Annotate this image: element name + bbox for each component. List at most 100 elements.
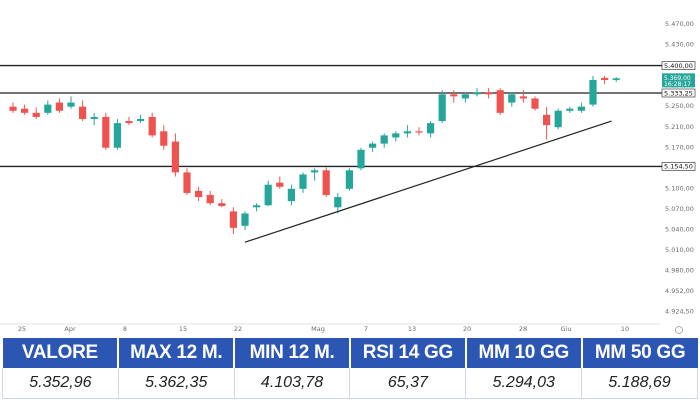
y-tick-label: 4.952,00 (665, 287, 694, 295)
value-max-12m: 5.362,35 (118, 368, 235, 399)
value-valore: 5.352,96 (2, 368, 119, 399)
x-tick-label: Mag (311, 325, 325, 333)
value-mm-10gg: 5.294,03 (465, 368, 583, 399)
y-tick-label: 4.980,00 (665, 267, 694, 275)
level-label-box (661, 88, 696, 98)
header-mm-10gg: MM 10 GG (465, 338, 583, 368)
header-mm-50gg: MM 50 GG (581, 338, 698, 368)
candle-body (67, 102, 75, 107)
y-tick-label: 5.100,00 (665, 184, 694, 192)
price-tag-value: 5.369,00 (664, 75, 691, 82)
candle-body (461, 94, 469, 99)
candle-body (531, 98, 539, 109)
header-rsi-14gg: RSI 14 GG (349, 338, 467, 368)
candle-body (554, 110, 562, 128)
candle-body (496, 90, 504, 113)
candle-body (21, 108, 29, 113)
y-tick-label: 5.210,00 (665, 123, 694, 131)
candle-body (450, 94, 458, 97)
x-tick-label: 22 (234, 325, 242, 333)
level-label-box (661, 162, 696, 171)
candle-body (508, 94, 516, 103)
candle-body (79, 106, 87, 119)
y-tick-label: 4.924,50 (665, 308, 694, 316)
candle-body (403, 131, 411, 134)
candle-body (438, 94, 446, 122)
candle-body (380, 135, 388, 144)
candle-body (612, 78, 620, 80)
candle-body (369, 143, 377, 148)
x-tick-label: 25 (18, 325, 26, 333)
candle-body (577, 106, 585, 111)
candle-body (276, 182, 284, 187)
y-tick-label: 5.010,00 (665, 246, 694, 254)
candle-body (44, 104, 52, 113)
y-tick-label: 5.040,00 (665, 226, 694, 234)
candle-body (32, 112, 40, 117)
candle-body (102, 116, 110, 148)
candle-body (253, 205, 261, 208)
candle-body (229, 211, 237, 228)
candle-body (287, 188, 295, 202)
value-min-12m: 4.103,78 (234, 368, 351, 399)
candle-body (137, 118, 145, 122)
candle-body (195, 190, 203, 198)
candle-body (311, 170, 319, 173)
x-tick-label: 10 (621, 325, 629, 333)
axis-settings-icon (675, 326, 683, 334)
candle-body (218, 203, 226, 207)
candle-body (206, 194, 214, 204)
candle-body (345, 170, 353, 189)
candle-body (171, 141, 179, 173)
stats-table: VALORE MAX 12 M. MIN 12 M. RSI 14 GG MM … (2, 338, 698, 399)
candlestick-chart: 5.470,005.430,005.330,005.290,005.250,00… (0, 20, 696, 334)
candle-body (183, 172, 191, 193)
candle-body (601, 77, 609, 80)
candle-body (357, 149, 365, 169)
candle-body (299, 174, 307, 189)
price-tag-time: 16:28:17 (664, 81, 691, 88)
candle-body (264, 184, 272, 206)
x-tick-label: 8 (123, 325, 127, 333)
candle-body (473, 92, 481, 95)
y-tick-label: 5.250,00 (665, 102, 694, 110)
header-max-12m: MAX 12 M. (118, 338, 236, 368)
candle-body (485, 92, 493, 95)
x-tick-label: 7 (364, 325, 368, 333)
stats-header-row: VALORE MAX 12 M. MIN 12 M. RSI 14 GG MM … (2, 338, 698, 368)
x-tick-label: 28 (519, 325, 527, 333)
x-tick-label: 13 (408, 325, 416, 333)
candle-body (322, 170, 330, 195)
level-label-box (661, 61, 696, 70)
candle-body (589, 79, 597, 105)
price-chart: 5.470,005.430,005.330,005.290,005.250,00… (0, 20, 696, 334)
value-rsi-14gg: 65,37 (349, 368, 467, 399)
x-tick-label: Apr (64, 325, 76, 333)
x-tick-label: 15 (179, 325, 187, 333)
candle-body (427, 123, 435, 134)
candle-body (415, 131, 423, 133)
header-min-12m: MIN 12 M. (234, 338, 351, 368)
candle-body (9, 106, 17, 111)
candle-body (392, 133, 400, 138)
x-tick-label: Giu (561, 325, 572, 333)
x-tick-label: 20 (463, 325, 471, 333)
stats-value-row: 5.352,96 5.362,35 4.103,78 65,37 5.294,0… (2, 368, 698, 399)
level-label: 5.333,25 (664, 89, 693, 97)
candle-body (113, 123, 121, 148)
candle-body (90, 116, 98, 119)
candle-body (519, 96, 527, 99)
y-tick-label: 5.170,00 (665, 143, 694, 151)
level-label: 5.400,00 (664, 62, 693, 70)
candle-body (125, 121, 133, 124)
candle-body (241, 213, 249, 226)
level-label: 5.154,50 (664, 163, 693, 171)
y-tick-label: 5.470,00 (665, 20, 694, 28)
candle-body (55, 102, 63, 111)
trendline (244, 120, 612, 243)
y-tick-label: 5.430,00 (665, 41, 694, 49)
header-valore: VALORE (2, 338, 120, 368)
candle-body (334, 197, 342, 208)
candle-body (148, 116, 156, 136)
candle-body (543, 114, 551, 126)
